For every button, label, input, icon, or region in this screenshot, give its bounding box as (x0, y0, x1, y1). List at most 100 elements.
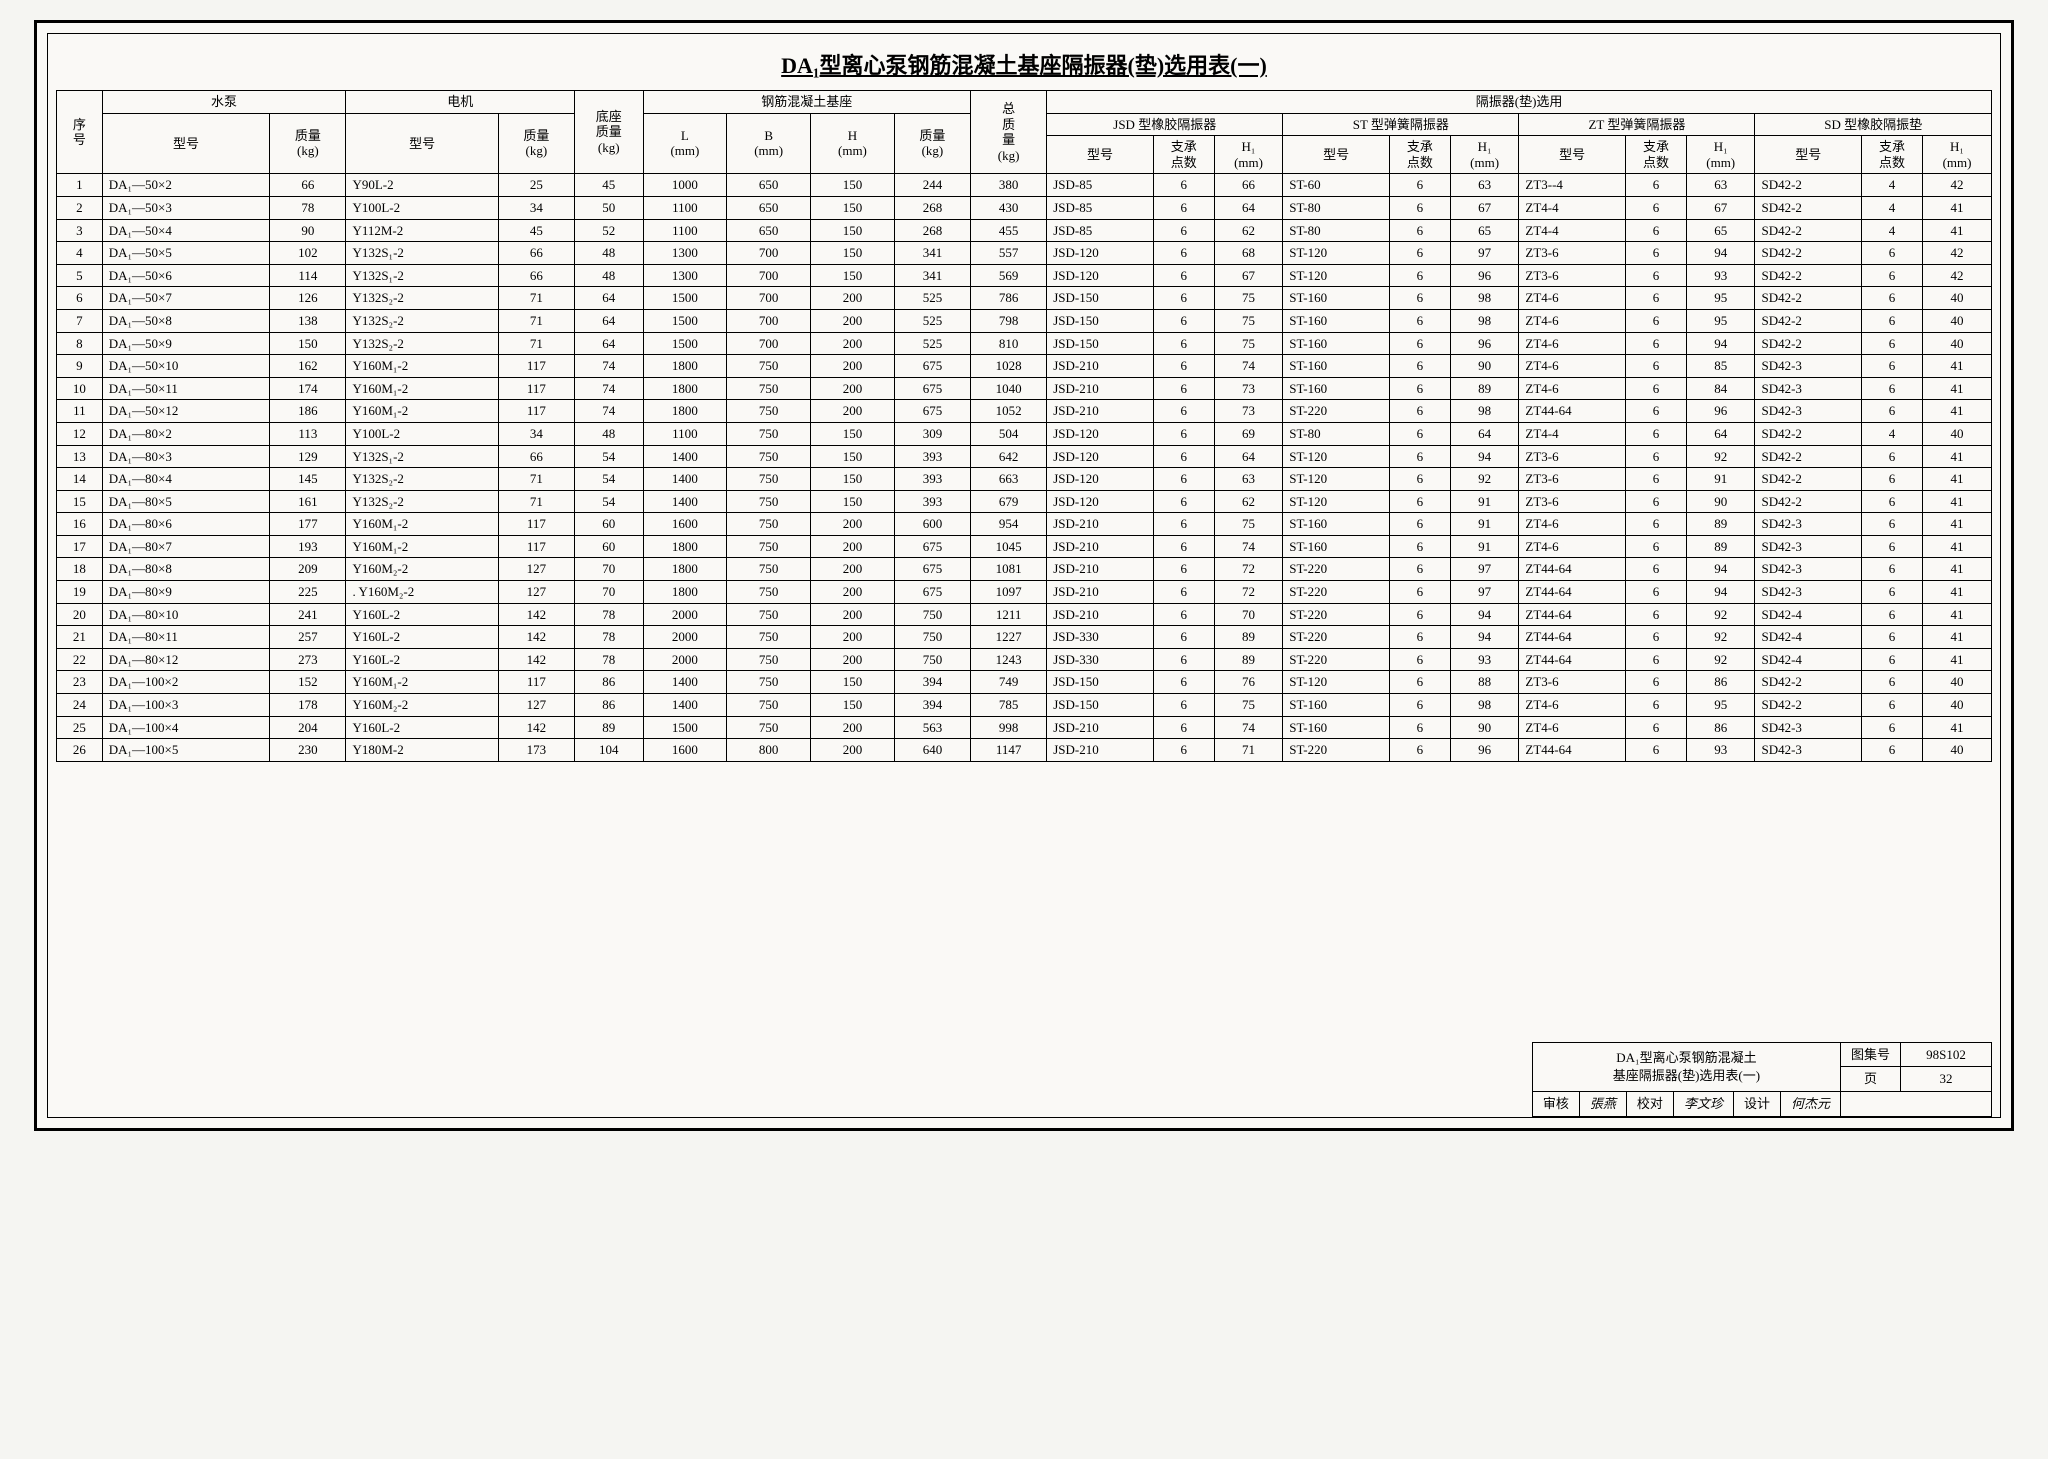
cell-tw: 954 (971, 513, 1047, 536)
grp-pump: 水泵 (102, 91, 346, 114)
cell-n: 10 (57, 377, 103, 400)
cell-zn: 6 (1626, 648, 1687, 671)
col-pump-model: 型号 (102, 113, 270, 174)
design-name: 何杰元 (1780, 1092, 1840, 1117)
cell-mw: 142 (498, 716, 574, 739)
table-row: 10DA₁—50×11174Y160M₁-2117741800750200675… (57, 377, 1992, 400)
cell-dh: 41 (1923, 626, 1992, 649)
cell-jh: 73 (1214, 377, 1283, 400)
cell-mm: Y160L-2 (346, 648, 498, 671)
cell-tw: 749 (971, 671, 1047, 694)
cell-dh: 41 (1923, 603, 1992, 626)
cell-jh: 67 (1214, 264, 1283, 287)
cell-pw: 145 (270, 468, 346, 491)
cell-sh: 65 (1450, 219, 1519, 242)
cell-mm: Y132S₂-2 (346, 332, 498, 355)
cell-dn: 6 (1862, 581, 1923, 604)
cell-jm: JSD-120 (1047, 468, 1154, 491)
cell-pw: 162 (270, 355, 346, 378)
cell-jm: JSD-210 (1047, 558, 1154, 581)
cell-n: 4 (57, 242, 103, 265)
cell-tw: 810 (971, 332, 1047, 355)
cell-cw: 750 (894, 626, 970, 649)
cell-zh: 92 (1686, 626, 1755, 649)
cell-n: 11 (57, 400, 103, 423)
grp-sd: SD 型橡胶隔振垫 (1755, 113, 1992, 136)
cell-cw: 525 (894, 332, 970, 355)
cell-dn: 6 (1862, 716, 1923, 739)
cell-sh: 90 (1450, 716, 1519, 739)
col-motor-model: 型号 (346, 113, 498, 174)
cell-zn: 6 (1626, 603, 1687, 626)
cell-jh: 66 (1214, 174, 1283, 197)
cell-mm: Y160L-2 (346, 716, 498, 739)
cell-bw: 89 (574, 716, 643, 739)
cell-sn: 6 (1389, 332, 1450, 355)
cell-zm: ZT44-64 (1519, 400, 1626, 423)
cell-n: 21 (57, 626, 103, 649)
cell-jh: 64 (1214, 445, 1283, 468)
cell-zm: ZT4-6 (1519, 377, 1626, 400)
cell-B: 750 (727, 490, 811, 513)
cell-dm: SD42-3 (1755, 535, 1862, 558)
cell-dn: 6 (1862, 400, 1923, 423)
cell-dn: 6 (1862, 377, 1923, 400)
cell-zh: 89 (1686, 513, 1755, 536)
cell-H: 150 (811, 671, 895, 694)
cell-tw: 1147 (971, 739, 1047, 762)
cell-H: 150 (811, 490, 895, 513)
cell-zm: ZT4-6 (1519, 287, 1626, 310)
cell-sn: 6 (1389, 400, 1450, 423)
cell-jh: 64 (1214, 196, 1283, 219)
cell-mm: Y132S₂-2 (346, 309, 498, 332)
cell-zm: ZT3-6 (1519, 445, 1626, 468)
cell-mm: Y100L-2 (346, 422, 498, 445)
table-row: 13DA₁—80×3129Y132S₁-26654140075015039364… (57, 445, 1992, 468)
cell-jm: JSD-120 (1047, 445, 1154, 468)
cell-sm: ST-160 (1283, 716, 1390, 739)
cell-dh: 40 (1923, 422, 1992, 445)
cell-sn: 6 (1389, 377, 1450, 400)
table-row: 9DA₁—50×10162Y160M₁-21177418007502006751… (57, 355, 1992, 378)
cell-dm: SD42-4 (1755, 603, 1862, 626)
cell-pw: 90 (270, 219, 346, 242)
cell-zh: 84 (1686, 377, 1755, 400)
cell-L: 2000 (643, 603, 727, 626)
cell-sh: 98 (1450, 287, 1519, 310)
cell-pw: 113 (270, 422, 346, 445)
cell-pw: 241 (270, 603, 346, 626)
cell-L: 2000 (643, 648, 727, 671)
cell-zm: ZT4-6 (1519, 535, 1626, 558)
cell-zh: 85 (1686, 355, 1755, 378)
cell-sh: 96 (1450, 739, 1519, 762)
table-row: 26DA₁—100×5230Y180M-21731041600800200640… (57, 739, 1992, 762)
cell-jh: 76 (1214, 671, 1283, 694)
cell-sh: 94 (1450, 445, 1519, 468)
cell-zn: 6 (1626, 264, 1687, 287)
cell-n: 17 (57, 535, 103, 558)
cell-zh: 65 (1686, 219, 1755, 242)
cell-bw: 86 (574, 671, 643, 694)
cell-pm: DA₁—100×3 (102, 694, 270, 717)
cell-zn: 6 (1626, 377, 1687, 400)
cell-jm: JSD-210 (1047, 716, 1154, 739)
cell-sm: ST-160 (1283, 513, 1390, 536)
cell-mm: Y132S₂-2 (346, 468, 498, 491)
cell-dh: 41 (1923, 581, 1992, 604)
cell-bw: 64 (574, 332, 643, 355)
cell-bw: 78 (574, 603, 643, 626)
cell-sn: 6 (1389, 739, 1450, 762)
cell-bw: 50 (574, 196, 643, 219)
cell-jn: 6 (1153, 716, 1214, 739)
cell-B: 750 (727, 535, 811, 558)
cell-mm: Y132S₁-2 (346, 445, 498, 468)
cell-pw: 138 (270, 309, 346, 332)
cell-B: 750 (727, 603, 811, 626)
cell-dm: SD42-2 (1755, 445, 1862, 468)
cell-dh: 40 (1923, 739, 1992, 762)
cell-tw: 380 (971, 174, 1047, 197)
cell-H: 200 (811, 626, 895, 649)
cell-mw: 66 (498, 264, 574, 287)
cell-sm: ST-120 (1283, 445, 1390, 468)
cell-zn: 6 (1626, 242, 1687, 265)
